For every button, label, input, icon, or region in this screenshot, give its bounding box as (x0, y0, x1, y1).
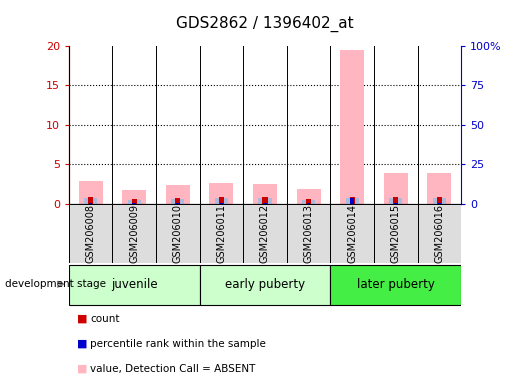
Bar (156, 204, 200, 263)
Bar (297, 189, 321, 204)
Text: ■: ■ (77, 364, 87, 374)
Bar (128, 200, 141, 204)
Bar (349, 197, 355, 204)
Bar (427, 173, 452, 204)
Bar (302, 200, 315, 204)
Bar (69, 204, 112, 263)
Bar (122, 190, 146, 204)
Bar (79, 182, 103, 204)
Text: development stage: development stage (5, 279, 107, 289)
Bar (374, 204, 418, 263)
Text: GSM206014: GSM206014 (347, 204, 357, 263)
Bar (418, 204, 461, 263)
Text: early puberty: early puberty (225, 278, 305, 291)
Text: ■: ■ (77, 339, 87, 349)
Bar (88, 197, 93, 204)
Bar (307, 203, 311, 204)
Text: percentile rank within the sample: percentile rank within the sample (90, 339, 266, 349)
Bar (132, 203, 136, 204)
Text: later puberty: later puberty (357, 278, 435, 291)
Bar (89, 203, 93, 204)
Text: juvenile: juvenile (111, 278, 157, 291)
Bar (346, 198, 359, 204)
Bar (330, 265, 461, 305)
Text: ■: ■ (77, 314, 87, 324)
Text: GSM206011: GSM206011 (216, 204, 226, 263)
Bar (166, 185, 190, 204)
Bar (330, 204, 374, 263)
Bar (340, 50, 364, 204)
Bar (437, 203, 441, 204)
Text: value, Detection Call = ABSENT: value, Detection Call = ABSENT (90, 364, 255, 374)
Bar (69, 265, 200, 305)
Bar (437, 197, 442, 204)
Text: GSM206012: GSM206012 (260, 204, 270, 263)
Bar (306, 199, 311, 204)
Text: GSM206013: GSM206013 (304, 204, 314, 263)
Bar (131, 199, 137, 204)
Bar (253, 184, 277, 204)
Text: GDS2862 / 1396402_at: GDS2862 / 1396402_at (176, 15, 354, 31)
Bar (175, 198, 181, 204)
Bar (112, 204, 156, 263)
Bar (384, 173, 408, 204)
Bar (219, 197, 224, 204)
Text: GSM206008: GSM206008 (86, 204, 96, 263)
Bar (287, 204, 330, 263)
Bar (176, 203, 180, 204)
Bar (219, 203, 223, 204)
Bar (263, 203, 267, 204)
Bar (389, 198, 402, 204)
Bar (200, 265, 330, 305)
Bar (259, 198, 271, 204)
Text: GSM206015: GSM206015 (391, 204, 401, 263)
Bar (262, 197, 268, 204)
Bar (432, 198, 446, 204)
Bar (171, 199, 184, 204)
Bar (215, 198, 228, 204)
Text: count: count (90, 314, 120, 324)
Bar (394, 203, 398, 204)
Bar (200, 204, 243, 263)
Text: GSM206010: GSM206010 (173, 204, 183, 263)
Bar (350, 198, 354, 204)
Bar (393, 197, 399, 204)
Bar (243, 204, 287, 263)
Bar (209, 183, 233, 204)
Bar (84, 198, 98, 204)
Text: GSM206016: GSM206016 (434, 204, 444, 263)
Text: GSM206009: GSM206009 (129, 204, 139, 263)
